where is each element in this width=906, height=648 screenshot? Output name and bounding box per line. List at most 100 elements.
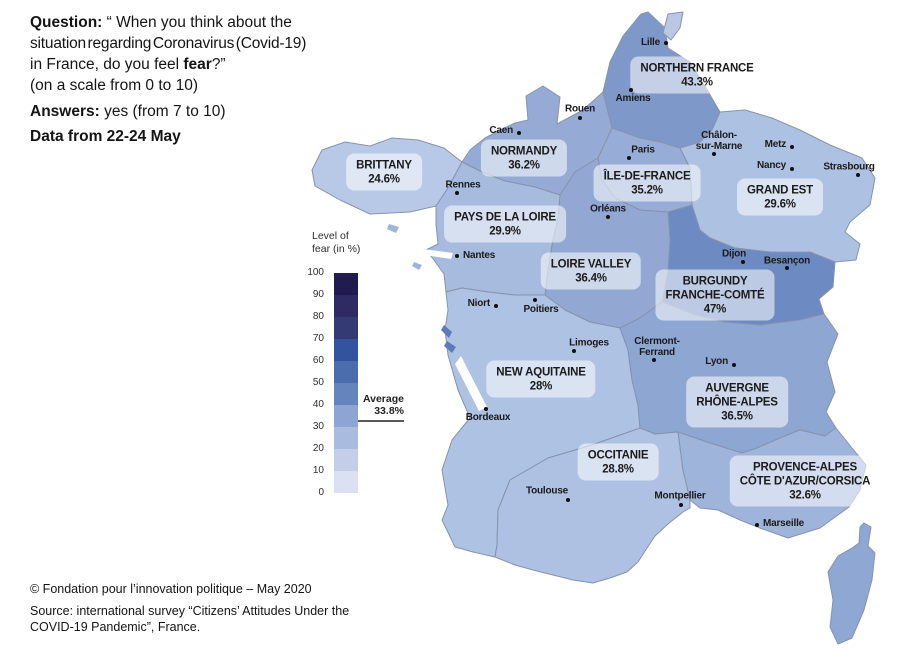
value-burgundy-franche-comte: 47% <box>703 303 727 316</box>
city-dot-rouen <box>578 116 582 120</box>
question-block: Question: “ When you think about the sit… <box>30 12 348 147</box>
legend-cell <box>334 339 358 361</box>
city-dot-montpellier <box>679 503 683 507</box>
city-label-rennes: Rennes <box>445 179 481 191</box>
city-dot-poitiers <box>533 298 537 302</box>
city-label-dijon: Dijon <box>722 248 746 260</box>
legend-cell <box>334 383 358 405</box>
legend-tick: 10 <box>312 465 324 476</box>
region-corsica <box>827 522 876 645</box>
value-auvergne-rhone-alpes: 36.5% <box>721 410 753 423</box>
legend-cell <box>334 427 358 449</box>
city-dot-niort <box>494 304 498 308</box>
island-oleron <box>444 341 456 353</box>
legend-average: Average 33.8% <box>362 393 404 417</box>
legend-cell <box>334 317 358 339</box>
city-label-nantes: Nantes <box>463 249 496 261</box>
copyright-line: © Fondation pour l’innovation politique … <box>30 582 312 596</box>
source-line-1: Source: international survey “Citizens’ … <box>30 604 350 618</box>
legend-bar <box>334 273 358 493</box>
question-line-1: Question: “ When you think about the <box>30 14 292 31</box>
city-dot-lille <box>664 41 668 45</box>
label-new-aquitaine: NEW AQUITAINE 28% <box>486 360 596 398</box>
label-provence-alpes-cote-d-azur-corsica: PROVENCE-ALPES CÔTE D'AZUR/CORSICA 32.6% <box>729 455 881 507</box>
source-line-2: COVID-19 Pandemic”, France. <box>30 620 201 634</box>
city-label-niort: Niort <box>467 297 491 309</box>
label-occitanie: OCCITANIE 28.8% <box>577 443 659 481</box>
label-loire-valley: LOIRE VALLEY 36.4% <box>540 252 642 290</box>
city-dot-orleans <box>606 215 610 219</box>
legend-cell <box>334 295 358 317</box>
city-label-metz: Metz <box>764 138 787 150</box>
city-label-toulouse: Toulouse <box>525 485 569 497</box>
legend-tick: 0 <box>318 487 324 498</box>
gironde-estuary <box>455 356 487 411</box>
city-label-lyon: Lyon <box>705 355 728 367</box>
loire-estuary <box>423 249 453 259</box>
legend-cell <box>334 273 358 295</box>
label-burgundy-franche-comte: BURGUNDY FRANCHE-COMTÉ 47% <box>655 269 775 321</box>
city-label-lille: Lille <box>640 36 660 48</box>
value-occitanie: 28.8% <box>602 463 634 476</box>
city-label-limoges: Limoges <box>569 337 609 349</box>
legend-title: Level of fear (in %) <box>312 230 361 255</box>
city-label-amiens: Amiens <box>615 93 651 104</box>
city-label-orleans: Orléans <box>590 203 626 215</box>
city-label-nancy: Nancy <box>756 159 786 171</box>
city-dot-rennes <box>455 191 459 195</box>
city-dot-caen <box>517 131 521 135</box>
city-dot-chalons <box>712 152 716 156</box>
label-brittany: BRITTANY 24.6% <box>346 153 422 191</box>
island-re <box>441 325 452 338</box>
label-northern-france: NORTHERN FRANCE 43.3% <box>630 56 764 94</box>
city-dot-lyon <box>732 363 736 367</box>
city-dot-bordeaux <box>484 407 488 411</box>
value-provence-alpes-cote-d-azur-corsica: 32.6% <box>789 489 821 502</box>
city-dot-nantes <box>455 254 459 258</box>
city-label-marseille: Marseille <box>763 517 805 529</box>
value-northern-france: 43.3% <box>681 76 713 89</box>
question-label: Question: <box>30 14 103 31</box>
island-belle-ile <box>387 224 399 233</box>
legend-cell <box>334 405 358 427</box>
city-dot-toulouse <box>566 498 570 502</box>
legend-tick: 80 <box>312 311 324 322</box>
city-dot-marseille <box>755 523 759 527</box>
city-dot-clermont-ferrand <box>652 358 656 362</box>
city-label-montpellier: Montpellier <box>654 490 706 502</box>
answers-line: Answers: yes (from 7 to 10) <box>30 103 226 120</box>
footer: © Fondation pour l’innovation politique … <box>30 581 349 635</box>
legend-cell <box>334 471 358 493</box>
legend-cell <box>334 449 358 471</box>
city-label-poitiers: Poitiers <box>523 304 559 315</box>
value-loire-valley: 36.4% <box>575 272 607 285</box>
city-label-paris: Paris <box>631 144 655 156</box>
label-normandy: NORMANDY 36.2% <box>480 139 568 177</box>
city-label-clermont-ferrand: Clermont- Ferrand <box>634 336 680 358</box>
question-line-2: situation regarding Coronavirus (Covid-1… <box>30 35 307 52</box>
value-grand-est: 29.6% <box>764 198 796 211</box>
city-dot-amiens <box>629 88 633 92</box>
city-label-bordeaux: Bordeaux <box>465 412 511 423</box>
city-label-besancon: Besançon <box>763 255 811 267</box>
city-dot-nancy <box>790 167 794 171</box>
legend-ticks: 100 90 80 70 60 50 40 30 20 10 0 <box>296 267 328 498</box>
city-dot-strasbourg <box>856 173 860 177</box>
legend-tick: 90 <box>312 289 324 300</box>
value-new-aquitaine: 28% <box>529 380 553 393</box>
question-line-4: (on a scale from 0 to 10) <box>30 77 198 94</box>
legend-cell <box>334 361 358 383</box>
legend-tick: 20 <box>312 443 324 454</box>
label-pays-de-la-loire: PAYS DE LA LOIRE 29.9% <box>444 205 566 243</box>
label-auvergne-rhone-alpes: AUVERGNE RHÔNE-ALPES 36.5% <box>686 376 788 428</box>
city-dot-dijon <box>741 260 745 264</box>
city-label-caen: Caen <box>489 124 513 136</box>
value-normandy: 36.2% <box>508 159 540 172</box>
data-period-line: Data from 22-24 May <box>30 128 181 145</box>
question-line-3: in France, do you feel fear?” <box>30 56 226 73</box>
city-label-rouen: Rouen <box>564 103 596 115</box>
legend-tick: 70 <box>312 333 324 344</box>
city-dot-paris <box>627 156 631 160</box>
